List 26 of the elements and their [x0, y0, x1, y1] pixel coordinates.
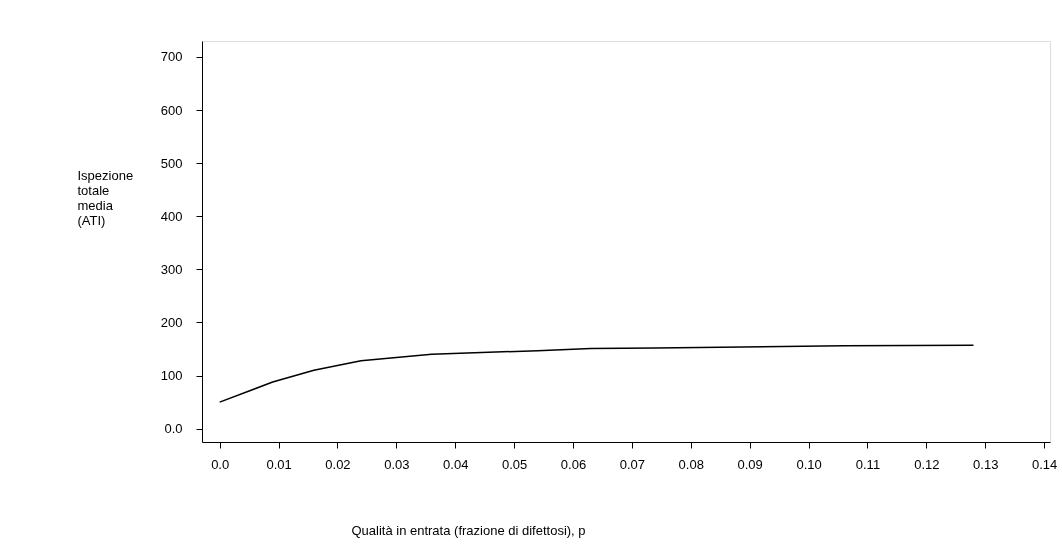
- x-tick-label: 0.0: [211, 456, 230, 472]
- x-tick-label: 0.04: [443, 456, 469, 472]
- y-tick-label: 200: [160, 315, 183, 330]
- y-tick-label: 600: [160, 102, 183, 118]
- y-tick-label: 500: [160, 155, 183, 171]
- x-tick-label: 0.02: [325, 456, 351, 472]
- line-series: [218, 344, 975, 403]
- y-tick-label: 100: [160, 368, 183, 384]
- x-tick-label: 0.10: [796, 456, 822, 472]
- y-tick-label: 0.0: [164, 421, 183, 437]
- x-tick-label: 0.14: [1031, 456, 1058, 472]
- y-tick-label: 400: [160, 208, 183, 224]
- x-tick-label: 0.13: [973, 456, 999, 472]
- x-tick-label: 0.07: [619, 456, 646, 472]
- x-tick-label: 0.08: [678, 456, 704, 472]
- y-tick-label: 700: [160, 49, 183, 65]
- y-axis-title: Ispezione totale media (ATI): [77, 167, 134, 228]
- x-tick-label: 0.01: [266, 456, 292, 472]
- x-tick-label: 0.06: [560, 456, 587, 472]
- x-tick-label: 0.12: [914, 456, 940, 472]
- x-tick-label: 0.03: [384, 456, 410, 472]
- x-tick-label: 0.05: [501, 456, 528, 472]
- x-tick-label: 0.09: [737, 456, 763, 472]
- x-tick-label: 0.11: [855, 456, 881, 472]
- x-axis-title: Qualità in entrata (frazione di difettosi), p: [351, 522, 586, 538]
- y-tick-label: 300: [160, 261, 183, 277]
